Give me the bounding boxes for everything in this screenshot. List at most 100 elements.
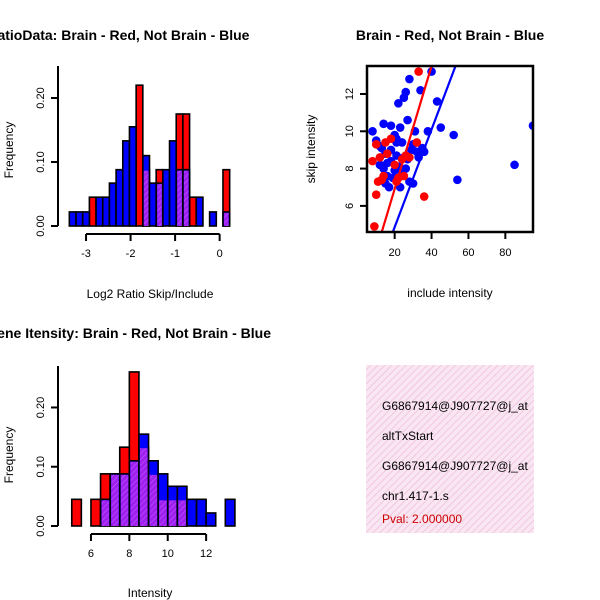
intensity-histogram-title: Total Gene Itensity: Brain - Red, Not Br… <box>0 325 271 341</box>
scatter-notbrain-point-10 <box>395 123 405 132</box>
info-probe-id-2: G6867914@J907727@j_at <box>382 459 528 473</box>
ratio-overlap-bar-1 <box>157 184 162 226</box>
ratio-notbrain-bar-1 <box>75 211 84 227</box>
scatter-brain-point-2 <box>371 190 381 199</box>
intensity-histogram-bars <box>70 371 236 527</box>
intensity-notbrain-bar-9 <box>186 498 198 527</box>
scatter-x-tick-label-0: 20 <box>389 247 401 259</box>
ratio-x-tick-label-3: 0 <box>217 248 223 260</box>
ratio-x-tick-label-0: -3 <box>81 248 91 260</box>
intensity-x-tick-label-1: 8 <box>126 548 132 560</box>
scatter-brain-point-0 <box>368 156 377 166</box>
intensity-x-tick-label-3: 12 <box>200 548 212 560</box>
intensity-notbrain-bar-10 <box>195 498 207 527</box>
scatter-brain-point-3 <box>371 140 381 149</box>
ratio-histogram-xlabel: Log2 Ratio Skip/Include <box>87 287 214 301</box>
scatter-xlabel: include intensity <box>407 286 492 300</box>
ratio-histogram-axes: 0.00 0.10 0.20 -3 -2 -1 0 <box>35 66 223 260</box>
ratio-notbrain-bar-2 <box>81 211 91 227</box>
scatter-y-tick-label-0: 6 <box>344 203 356 209</box>
scatter-axes: 20 40 60 80 6 8 10 12 <box>344 88 511 259</box>
scatter-brain-point-19 <box>419 192 429 201</box>
intensity-y-tick-label-2: 0.20 <box>35 397 47 418</box>
scatter-brain-point-10 <box>386 134 396 144</box>
ratio-overlap-bar-0 <box>143 170 149 226</box>
ratio-notbrain-bar-4 <box>101 196 111 227</box>
scatter-notbrain-point-20 <box>436 123 446 132</box>
intensity-overlap-bar-5 <box>149 474 158 526</box>
scatter-brain-point-15 <box>399 171 409 181</box>
ratio-overlap-bar-3 <box>183 170 189 226</box>
info-location: chr1.417-1.s <box>382 489 449 503</box>
info-event-type: altTxStart <box>382 429 434 443</box>
intensity-brain-bar-1 <box>90 498 102 527</box>
scatter-fit-line-notbrain <box>391 66 457 232</box>
ratio-y-tick-label-0: 0.00 <box>35 215 47 236</box>
ratio-notbrain-bar-6 <box>115 168 124 227</box>
intensity-y-tick-label-1: 0.10 <box>35 456 47 477</box>
scatter-points <box>368 67 533 231</box>
scatter-notbrain-point-29 <box>384 182 394 192</box>
scatter-y-tick-label-3: 12 <box>344 88 356 100</box>
scatter-notbrain-point-23 <box>510 160 519 170</box>
scatter-brain-point-1 <box>370 222 379 231</box>
intensity-y-tick-label-0: 0.00 <box>35 515 47 536</box>
ratio-notbrain-bar-13 <box>168 140 178 227</box>
ratio-overlap-bar-2 <box>177 170 182 226</box>
ratio-notbrain-bar-8 <box>128 126 137 227</box>
scatter-brain-point-20 <box>414 67 423 76</box>
ratio-histogram: Log2 RatioData: Brain - Red, Not Brain -… <box>0 27 250 301</box>
intensity-overlap-bar-4 <box>139 448 148 526</box>
scatter-brain-point-7 <box>379 171 388 181</box>
info-pval: Pval: 2.000000 <box>382 512 462 526</box>
intensity-overlap-bar-0 <box>101 500 110 526</box>
scatter-x-tick-label-2: 60 <box>462 247 474 259</box>
scatter-notbrain-point-9 <box>394 99 403 108</box>
scatter-x-tick-label-1: 40 <box>425 247 437 259</box>
ratio-notbrain-bar-5 <box>108 182 117 227</box>
intensity-overlap-bar-3 <box>130 461 138 526</box>
ratio-notbrain-bar-3 <box>95 196 104 227</box>
scatter-notbrain-point-21 <box>449 130 458 140</box>
intensity-overlap-bar-8 <box>178 500 186 526</box>
scatter-ylabel: skip intensity <box>304 115 318 184</box>
intensity-overlap-bar-6 <box>159 500 167 526</box>
ratio-x-tick-label-1: -2 <box>126 248 136 260</box>
intensity-notbrain-bar-12 <box>224 498 236 527</box>
intensity-histogram-axes: 0.00 0.10 0.20 6 8 10 12 <box>35 366 212 560</box>
info-panel-background <box>366 365 534 533</box>
intensity-histogram-xlabel: Intensity <box>128 586 173 600</box>
scatter-fit-line-brain <box>380 66 433 232</box>
intensity-x-tick-label-0: 6 <box>88 548 94 560</box>
scatter-notbrain-point-38 <box>401 164 411 173</box>
scatter-brain-point-9 <box>382 149 392 158</box>
scatter-brain-point-5 <box>375 153 385 162</box>
info-panel: G6867914@J907727@j_at altTxStart G686791… <box>366 365 534 533</box>
scatter-notbrain-point-6 <box>386 121 396 130</box>
ratio-brain-bar-0 <box>88 196 97 227</box>
ratio-notbrain-bar-16 <box>195 196 204 227</box>
scatter-title: Brain - Red, Not Brain - Blue <box>356 27 544 43</box>
scatter-y-tick-label-2: 10 <box>344 125 356 137</box>
scatter-fit-lines <box>380 66 457 232</box>
scatter-notbrain-point-13 <box>405 74 414 84</box>
info-probe-id: G6867914@J907727@j_at <box>382 399 528 413</box>
scatter-frame <box>365 64 535 234</box>
ratio-y-tick-label-1: 0.10 <box>35 151 47 172</box>
scatter-notbrain-point-22 <box>453 175 462 185</box>
ratio-x-tick-label-2: -1 <box>170 248 180 260</box>
ratio-brain-bar-1 <box>135 84 144 227</box>
intensity-x-tick-label-2: 10 <box>162 548 174 560</box>
intensity-brain-bar-0 <box>70 498 83 527</box>
ratio-notbrain-bar-0 <box>68 211 77 227</box>
intensity-histogram-ylabel: Frequency <box>2 427 16 484</box>
intensity-notbrain-bar-11 <box>205 512 217 527</box>
ratio-histogram-ylabel: Frequency <box>2 122 16 179</box>
scatter-notbrain-point-0 <box>368 126 377 136</box>
ratio-y-tick-label-2: 0.20 <box>35 87 47 108</box>
scatter-brain-point-17 <box>405 153 414 162</box>
intensity-overlap-bar-1 <box>111 474 119 526</box>
intensity-scatter: Brain - Red, Not Brain - Blue include in… <box>304 27 544 300</box>
scatter-x-tick-label-3: 80 <box>499 247 511 259</box>
ratio-histogram-title: Log2 RatioData: Brain - Red, Not Brain -… <box>0 27 250 43</box>
